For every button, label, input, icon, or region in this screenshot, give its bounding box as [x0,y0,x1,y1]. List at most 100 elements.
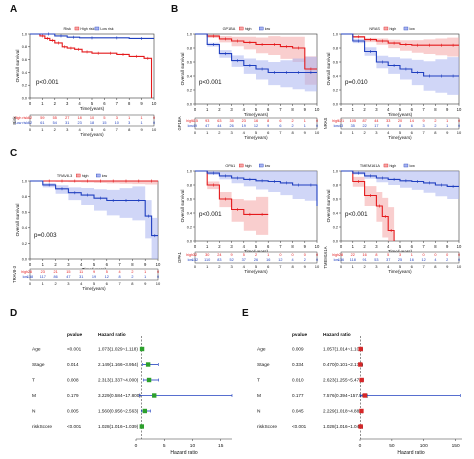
risk-x-tick-label: 10 [315,264,320,269]
y-tick-label: 0.4 [22,71,27,75]
risk-x-tick-label: 8 [434,264,437,269]
y-tick-label: 0.4 [187,211,192,215]
risk-table-cell: 86 [53,275,57,279]
risk-table-cell: 0 [292,253,294,257]
panel-letter-c: C [10,148,17,159]
risk-table-cell: 33 [386,119,390,123]
risk-table-cell: 1 [446,119,448,123]
risk-x-tick-label: 10 [457,264,462,269]
risk-table-row-label: high [186,253,193,257]
risk-table-cell: 5 [243,253,245,257]
y-tick-label: 0.8 [22,45,27,49]
header-pvalue: pvalue [292,332,308,338]
x-tick-label: 1 [42,262,45,267]
risk-x-tick-label: 3 [230,264,233,269]
risk-table-cell: 91 [362,258,366,262]
x-tick-label: 2 [363,244,366,249]
risk-table-cell: 22 [362,124,366,128]
risk-x-tick-label: 10 [315,130,320,135]
forest-row-label: Stage [32,362,45,368]
x-tick-label: 15 [218,443,224,449]
risk-table-cell: 1 [304,124,306,128]
risk-x-tick-label: 10 [156,281,161,286]
risk-table-cell: 4 [434,258,436,262]
hr-point [146,377,152,383]
x-tick-label: 2 [54,262,57,267]
risk-x-tick-label: 2 [218,130,221,135]
risk-table-cell: 0 [304,253,306,257]
forest-row-hr: 2.229(1.018~4.881) [323,409,364,414]
risk-table-cell: 62 [28,121,32,125]
risk-x-tick-label: 6 [267,264,270,269]
legend-item-label: high [245,27,252,31]
x-tick-label: 9 [446,244,449,249]
risk-table-cell: 118 [350,258,356,262]
risk-table-cell: 110 [204,258,210,262]
risk-table-cell: 0 [153,121,155,125]
x-tick-label: 6 [411,244,414,249]
y-axis-label: Overall survival [15,204,21,237]
forest-row-pvalue: <0.001 [67,424,82,429]
forest-row-label: M [257,393,261,399]
x-axis-label: Time(years) [388,112,413,117]
risk-x-tick-label: 1 [352,264,355,269]
risk-table-cell: 2 [292,119,294,123]
forest-row-hr: 1.073(1.029~1.118) [98,347,138,352]
x-tick-label: 0 [29,262,32,267]
y-tick-label: 0.6 [22,211,27,215]
risk-x-tick-label: 3 [66,127,69,132]
risk-table-cell: 1 [446,124,448,128]
x-tick-label: 6 [411,107,414,112]
legend-swatch [259,26,264,31]
x-tick-label: 9 [144,262,147,267]
risk-table-cell: 26 [254,258,258,262]
risk-x-tick-label: 2 [363,130,366,135]
forest-row-label: N [32,409,36,415]
risk-table-cell: 1 [141,121,143,125]
panel-e-forest: pvalue Hazard ratio Age 0.009 1.057(1.014~1.… [257,332,462,456]
x-tick-label: 4 [80,262,83,267]
legend-title: Risk [64,27,71,31]
risk-table-cell: 3 [423,124,425,128]
panel-c-tmem161a: 0 1 2 3 4 5 6 7 8 9 100.00.20.40.60.81.0Time(years… [323,163,462,274]
risk-table-cell: 0 [279,253,281,257]
risk-x-axis-label: Time(years) [388,135,412,140]
risk-x-tick-label: 5 [255,130,258,135]
risk-table-cell: 17 [374,124,378,128]
risk-table-cell: 9 [423,119,425,123]
legend-item-label: low [265,164,271,168]
forest-row-hr: 2.149(1.166~3.954) [98,362,139,367]
risk-table-cell: 49 [193,124,197,128]
x-tick-label: 10 [152,101,157,106]
x-axis-label: Hazard ratio [397,450,424,456]
header-hazard-ratio: Hazard ratio [98,332,126,338]
y-tick-label: 0.4 [333,211,338,215]
panel-c-trav8-3: 0123456789100.00.20.40.60.81.0Time(years… [12,173,161,291]
risk-x-tick-label: 2 [363,264,366,269]
risk-table-cell: 35 [229,119,233,123]
panel-letter-d: D [10,308,17,319]
risk-table-cell: 1 [141,116,143,120]
risk-table-cell: 0 [423,253,425,257]
y-tick-label: 0.0 [187,102,192,106]
x-tick-label: 4 [243,244,246,249]
x-tick-label: 10 [457,107,462,112]
risk-table-cell: 62 [28,116,32,120]
risk-x-tick-label: 3 [230,130,233,135]
hr-point [358,424,363,429]
forest-row-pvalue: 0.177 [292,393,304,398]
risk-table-cell: 2 [131,270,133,274]
risk-table-cell: 0 [458,119,460,123]
x-tick-label: 0 [29,101,32,106]
forest-row-pvalue: 0.005 [67,409,79,414]
confidence-band [341,171,459,201]
risk-table-frame [29,114,155,127]
x-tick-label: 8 [291,244,294,249]
legend-title: NRAS [369,27,380,31]
legend-swatch [239,163,244,168]
x-tick-label: 0 [340,244,343,249]
hr-point [139,424,145,429]
y-tick-label: 0.2 [333,88,338,92]
risk-x-tick-label: 9 [446,130,449,135]
risk-table-row-label: low [334,124,340,128]
